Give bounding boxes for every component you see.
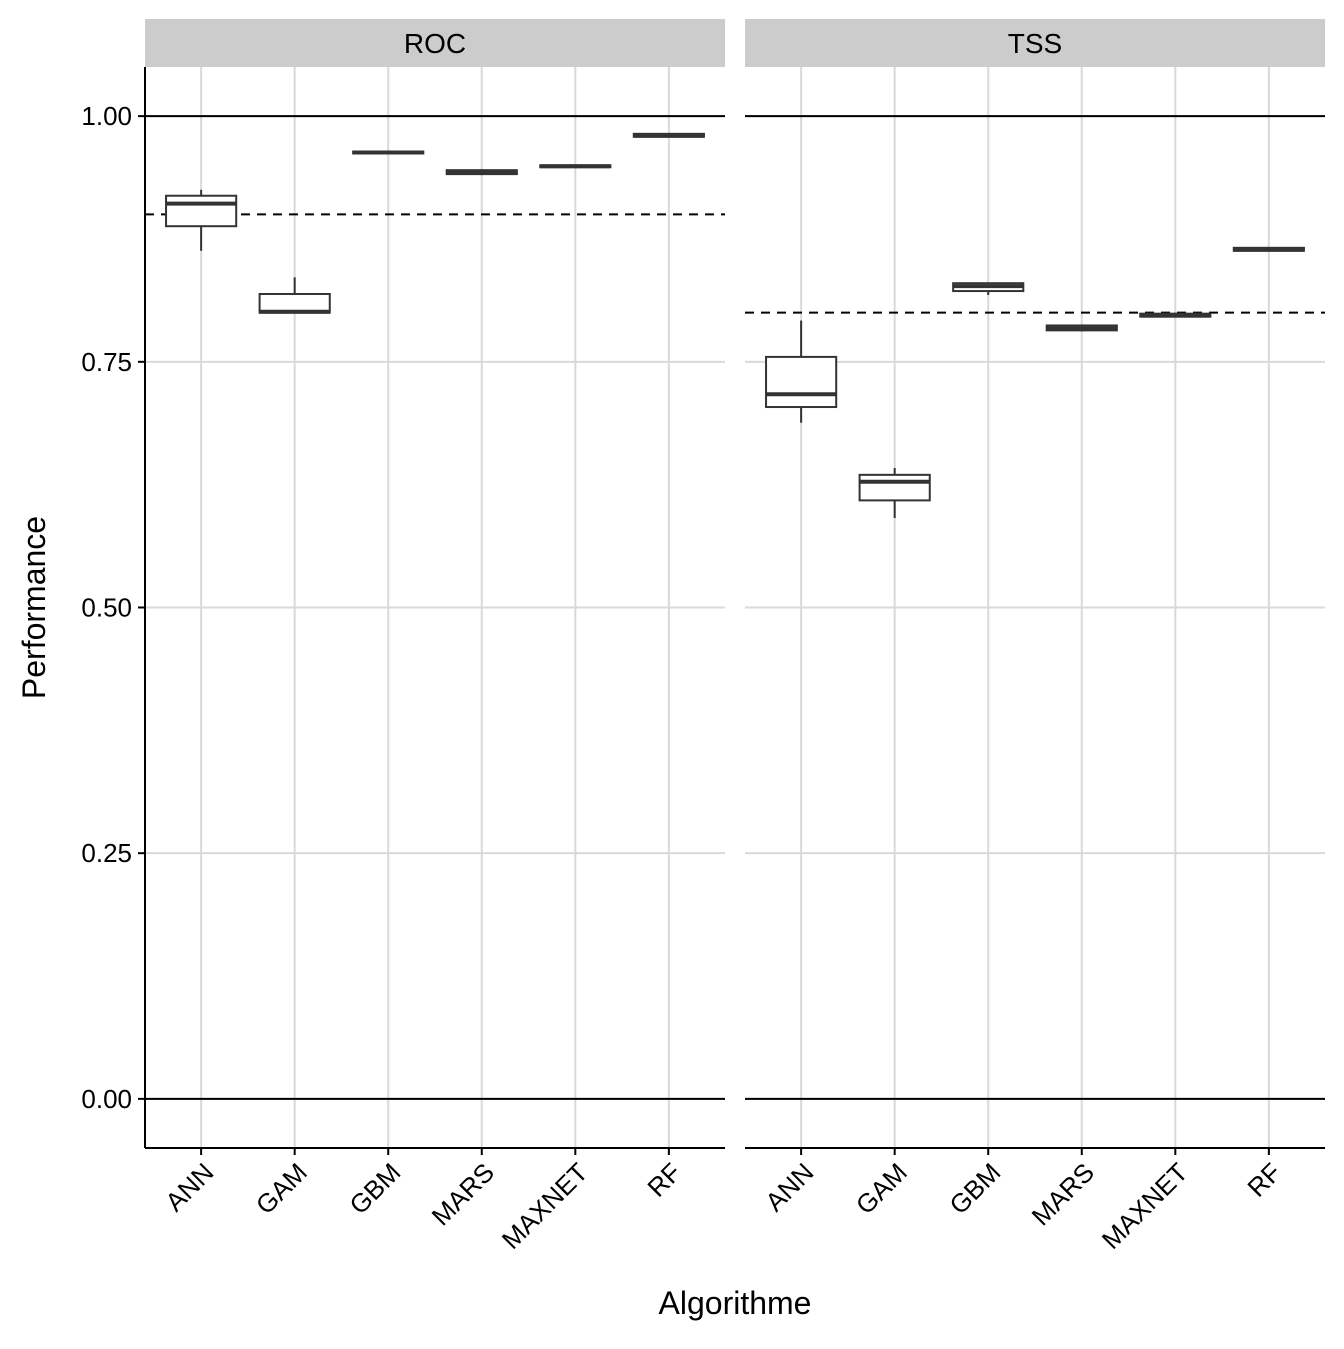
x-tick-label: GBM [343,1157,406,1220]
y-tick-label: 0.50 [81,593,132,623]
boxplot-gam [258,277,331,314]
x-tick-label: GBM [943,1157,1006,1220]
boxplot-gbm [952,282,1025,295]
facet-strip-label: ROC [404,28,466,59]
boxplot-gam [858,467,931,519]
facet-strip [145,19,725,67]
boxplot-rf [632,132,705,138]
x-tick-label: MARS [1026,1157,1100,1231]
y-axis-title: Performance [16,516,52,699]
x-tick-label: MAXNET [1096,1157,1194,1255]
box-iqr [765,355,838,409]
facet-strip [745,19,1325,67]
box-iqr [858,473,931,502]
x-tick-label: RF [641,1157,687,1203]
boxplot-mars [1045,324,1118,332]
boxplot-ann [765,320,838,423]
x-tick-label: ANN [159,1157,219,1217]
x-tick-label: RF [1241,1157,1287,1203]
y-tick-label: 1.00 [81,101,132,131]
x-tick-label: MAXNET [496,1157,594,1255]
boxplot-rf [1232,246,1305,252]
x-tick-label: MARS [426,1157,500,1231]
x-axis-title: Algorithme [659,1285,812,1321]
boxplot-gbm [352,150,425,155]
boxplot-mars [445,169,518,176]
box-iqr [165,194,238,228]
facet-strip-label: TSS [1008,28,1062,59]
y-tick-label: 0.75 [81,347,132,377]
x-tick-label: GAM [250,1157,313,1220]
y-tick-label: 0.25 [81,838,132,868]
boxplot-maxnet [1139,312,1212,318]
x-tick-label: ANN [759,1157,819,1217]
boxplot-maxnet [539,164,612,169]
x-tick-label: GAM [850,1157,913,1220]
y-tick-label: 0.00 [81,1084,132,1114]
boxplot-ann [165,189,238,251]
